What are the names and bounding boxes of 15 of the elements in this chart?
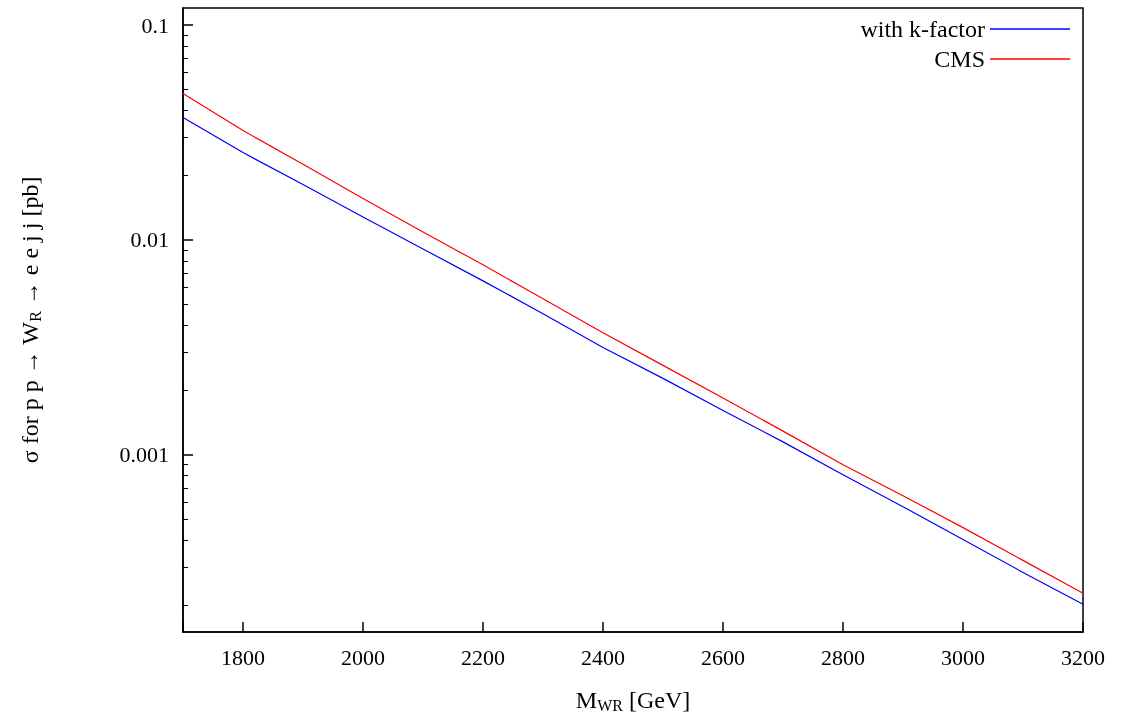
y-axis-title: σ for p p → WR → e e j j [pb] xyxy=(17,176,44,464)
x-tick-label: 1800 xyxy=(221,644,265,670)
x-tick-label: 3000 xyxy=(941,644,985,670)
x-tick-label: 2000 xyxy=(341,644,385,670)
x-tick-label: 2800 xyxy=(821,644,865,670)
x-tick-label: 2600 xyxy=(701,644,745,670)
y-tick-label: 0.01 xyxy=(130,227,169,253)
x-tick-label: 2200 xyxy=(461,644,505,670)
x-tick-label: 3200 xyxy=(1061,644,1105,670)
x-axis-title: MWR [GeV] xyxy=(575,687,691,714)
x-tick-label: 2400 xyxy=(581,644,625,670)
y-tick-label: 0.001 xyxy=(119,442,169,468)
y-tick-label: 0.1 xyxy=(141,12,169,38)
legend-label: CMS xyxy=(934,46,985,72)
legend-label: with k-factor xyxy=(860,16,985,42)
